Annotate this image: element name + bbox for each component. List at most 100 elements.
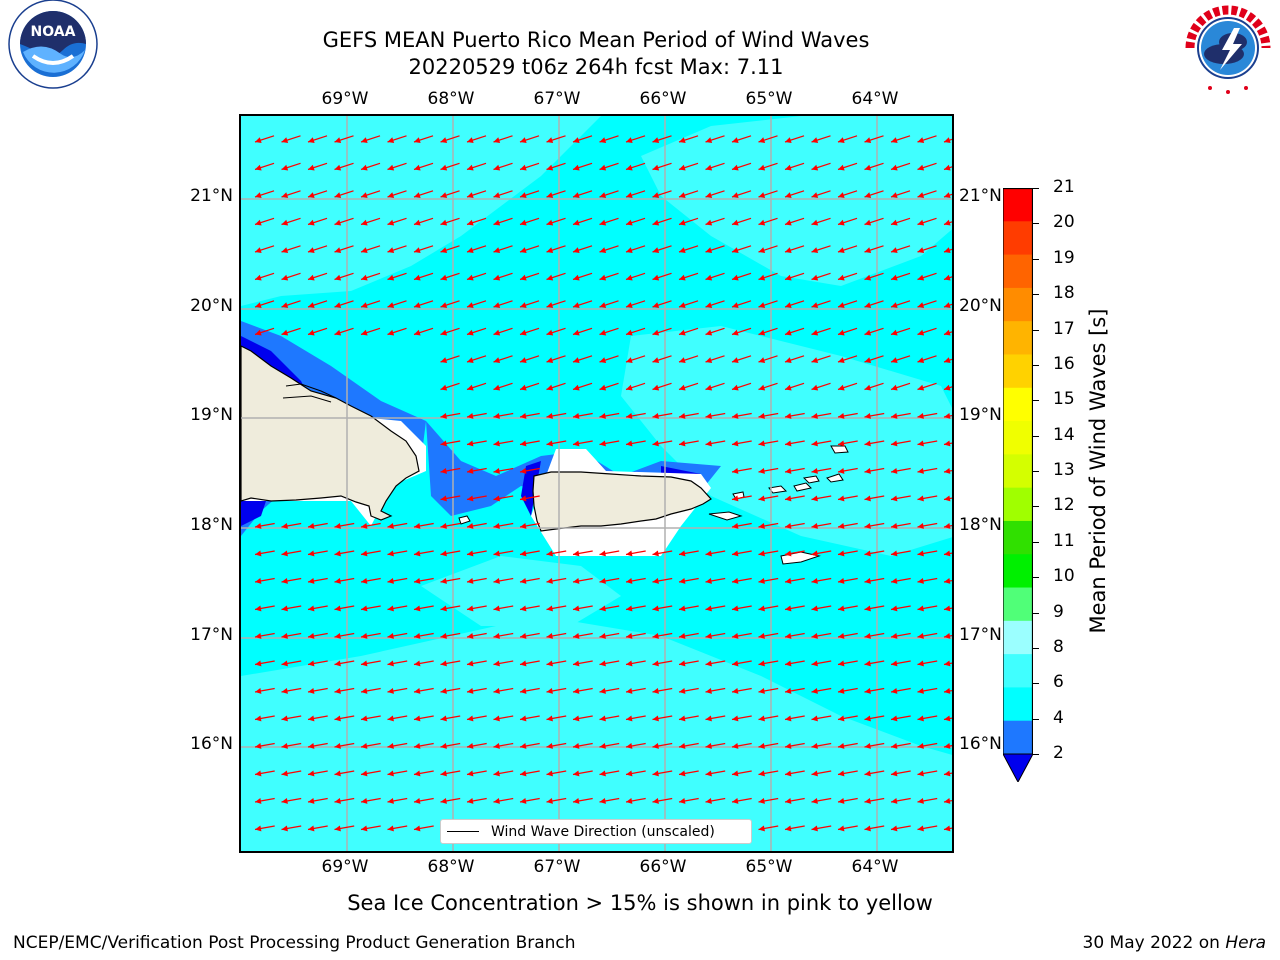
wind-wave-arrowhead <box>334 633 341 639</box>
wind-wave-arrowhead <box>440 660 447 667</box>
wind-wave-arrowhead <box>520 688 527 694</box>
wind-wave-arrowhead <box>838 384 845 391</box>
wind-wave-arrowhead <box>546 633 553 639</box>
colorbar-tick-mark <box>1033 329 1039 331</box>
wind-wave-arrowhead <box>811 247 819 253</box>
wind-wave-arrowhead <box>414 274 421 281</box>
wind-wave-arrowhead <box>758 357 766 363</box>
lon-label-top: 67°W <box>533 89 581 109</box>
wind-wave-arrowhead <box>255 274 262 281</box>
wind-wave-arrowhead <box>679 247 686 253</box>
wind-wave-arrowhead <box>917 688 924 694</box>
wind-wave-arrowhead <box>944 495 951 502</box>
wind-wave-arrowhead <box>864 164 872 171</box>
wind-wave-arrowhead <box>440 743 447 749</box>
wind-wave-arrowhead <box>520 137 527 143</box>
wind-wave-arrowhead <box>811 468 818 474</box>
wind-wave-arrowhead <box>281 247 289 253</box>
wind-wave-arrowhead <box>785 523 792 529</box>
wind-wave-arrowhead <box>732 468 739 474</box>
wind-wave-arrowhead <box>758 302 766 308</box>
wind-wave-arrowhead <box>334 660 341 667</box>
wind-wave-arrowhead <box>493 605 500 612</box>
wind-wave-arrowhead <box>520 743 527 749</box>
wind-wave-arrowhead <box>361 192 368 198</box>
wind-wave-arrowhead <box>917 578 924 584</box>
wind-wave-arrowhead <box>785 192 792 198</box>
wind-wave-arrowhead <box>387 274 395 281</box>
wind-wave-arrowhead <box>493 633 500 639</box>
wind-wave-arrowhead <box>599 660 606 667</box>
wind-wave-arrowhead <box>573 578 580 584</box>
wind-wave-arrowhead <box>467 578 474 584</box>
wind-wave-arrowhead <box>467 329 474 336</box>
wind-wave-arrowhead <box>281 137 289 143</box>
wind-wave-arrowhead <box>361 633 368 639</box>
wind-wave-arrowhead <box>281 633 288 639</box>
wind-wave-arrowhead <box>891 302 898 308</box>
wind-wave-arrowhead <box>838 798 845 804</box>
wind-wave-arrowhead <box>838 605 845 612</box>
wind-wave-arrowhead <box>387 633 394 639</box>
wind-wave-arrowhead <box>917 219 925 226</box>
wind-wave-arrowhead <box>520 660 527 667</box>
wind-wave-arrowhead <box>308 743 315 749</box>
wind-wave-arrowhead <box>917 715 924 722</box>
wind-wave-arrowhead <box>361 164 368 171</box>
wind-wave-arrowhead <box>467 633 474 639</box>
wind-wave-arrowhead <box>493 468 500 474</box>
wind-wave-arrowhead <box>944 137 951 143</box>
wind-wave-arrowhead <box>917 798 924 804</box>
wind-wave-arrowhead <box>308 164 315 171</box>
wind-wave-arrowhead <box>493 688 500 694</box>
wind-wave-arrowhead <box>758 440 765 447</box>
wind-wave-arrowhead <box>255 550 262 557</box>
wind-wave-arrowhead <box>361 798 368 804</box>
wind-wave-arrowhead <box>917 633 924 639</box>
wind-wave-arrowhead <box>255 329 262 336</box>
wind-wave-arrowhead <box>811 219 819 226</box>
wind-wave-arrowhead <box>440 715 447 722</box>
wind-wave-arrowhead <box>493 192 501 198</box>
footer-branch: NCEP/EMC/Verification Post Processing Pr… <box>13 933 576 953</box>
wind-wave-arrowhead <box>864 715 871 722</box>
wind-wave-arrowhead <box>917 770 924 777</box>
colorbar-tick-label: 14 <box>1053 424 1075 445</box>
wind-wave-arrowhead <box>944 440 951 447</box>
wind-wave-arrowhead <box>705 688 712 694</box>
lat-label-left: 17°N <box>190 625 233 645</box>
wind-wave-arrowhead <box>573 688 580 694</box>
wind-wave-arrowhead <box>864 440 871 447</box>
wind-wave-arrowhead <box>838 633 845 639</box>
wind-wave-arrowhead <box>785 219 792 226</box>
colorbar-tick-mark <box>1033 223 1039 225</box>
wind-wave-arrowhead <box>864 495 871 502</box>
wind-wave-arrowhead <box>891 192 898 198</box>
wind-wave-arrowhead <box>520 247 527 253</box>
wind-wave-arrowhead <box>864 413 871 419</box>
wind-wave-arrowhead <box>573 440 580 447</box>
wind-wave-arrowhead <box>255 798 262 804</box>
wind-wave-arrowhead <box>864 605 871 612</box>
lat-label-left: 19°N <box>190 405 233 425</box>
wind-wave-arrowhead <box>811 384 819 391</box>
wind-wave-arrowhead <box>520 440 527 447</box>
wind-wave-arrowhead <box>864 357 872 363</box>
wind-wave-arrowhead <box>785 329 792 336</box>
wind-wave-arrowhead <box>308 274 315 281</box>
wind-wave-arrowhead <box>652 274 660 281</box>
wind-wave-arrowhead <box>705 384 713 391</box>
wind-wave-arrowhead <box>599 770 606 777</box>
wind-wave-arrowhead <box>917 825 924 832</box>
wind-wave-arrowhead <box>652 384 660 391</box>
noaa-logo-text: NOAA <box>31 24 76 40</box>
wind-wave-arrowhead <box>626 247 633 253</box>
wind-wave-arrowhead <box>599 302 607 308</box>
wind-wave-arrowhead <box>758 247 766 253</box>
wind-wave-arrowhead <box>917 468 924 474</box>
colorbar-segment <box>1003 720 1033 755</box>
wind-wave-arrowhead <box>838 523 845 529</box>
wind-wave-arrowhead <box>652 715 659 722</box>
wind-wave-arrowhead <box>732 329 739 336</box>
wind-wave-arrowhead <box>387 247 395 253</box>
